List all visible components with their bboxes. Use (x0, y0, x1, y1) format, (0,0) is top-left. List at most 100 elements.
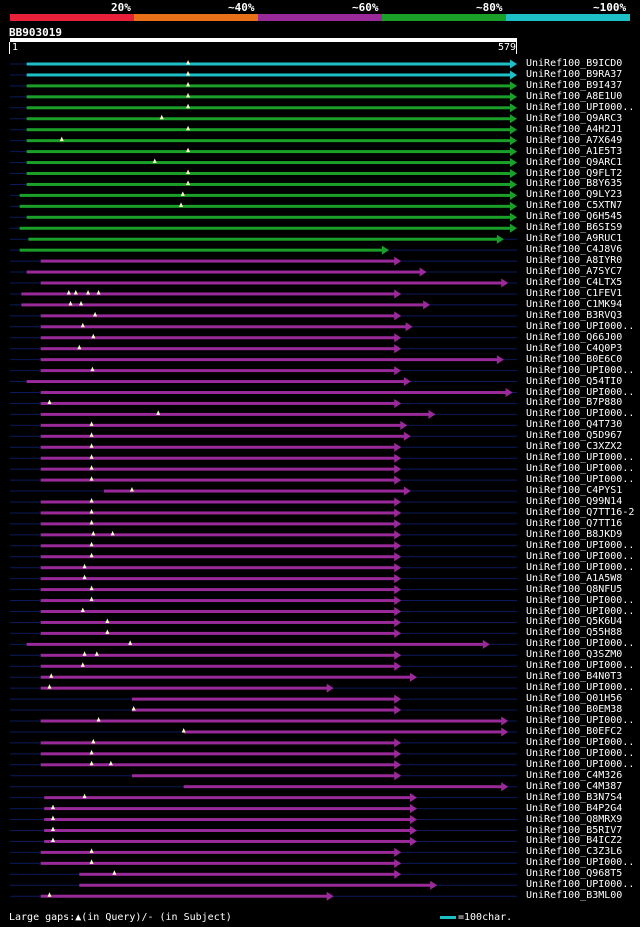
hit-label[interactable]: UniRef100_C4M326 (526, 769, 623, 781)
hit-arrow (394, 847, 402, 857)
hit-label[interactable]: UniRef100_UPI000.. (526, 364, 635, 376)
hit-label[interactable]: UniRef100_B7P880 (526, 397, 623, 409)
hit-label[interactable]: UniRef100_UPI000.. (526, 879, 635, 891)
hit-label[interactable]: UniRef100_UPI000.. (526, 550, 635, 562)
hit-label[interactable]: UniRef100_B4ICZ2 (526, 835, 623, 847)
hit-label[interactable]: UniRef100_Q66J00 (526, 331, 623, 343)
hit-label[interactable]: UniRef100_UPI000.. (526, 660, 635, 672)
hit-label[interactable]: UniRef100_B4N0T3 (526, 671, 623, 683)
hit-label[interactable]: UniRef100_Q99N14 (526, 496, 623, 507)
gap-marker (105, 618, 110, 623)
hit-arrow (403, 431, 411, 441)
hit-label[interactable]: UniRef100_Q8NFU5 (526, 583, 623, 595)
hit-bar (26, 95, 512, 99)
gap-marker (49, 673, 54, 678)
hit-label[interactable]: UniRef100_Q9LY23 (526, 189, 623, 201)
hit-label[interactable]: UniRef100_UPI000.. (526, 747, 635, 759)
hit-label[interactable]: UniRef100_A1A5W8 (526, 572, 623, 584)
hit-label[interactable]: UniRef100_UPI000.. (526, 605, 635, 617)
hit-label[interactable]: UniRef100_UPI000.. (526, 638, 635, 650)
hit-label[interactable]: UniRef100_Q01H56 (526, 693, 623, 705)
hit-label[interactable]: UniRef100_C1MK94 (526, 298, 623, 310)
hit-label[interactable]: UniRef100_UPI000.. (526, 101, 635, 113)
hit-label[interactable]: UniRef100_Q8MRX9 (526, 813, 623, 825)
hit-label[interactable]: UniRef100_B3N7S4 (526, 791, 623, 803)
gap-marker (159, 114, 164, 120)
hit-label[interactable]: UniRef100_C4M387 (526, 780, 623, 792)
hit-label[interactable]: UniRef100_A8E1U0 (526, 90, 623, 102)
hit-label[interactable]: UniRef100_B6SIS9 (526, 222, 623, 234)
hit-label[interactable]: UniRef100_Q4T730 (526, 419, 623, 431)
hit-arrow (423, 300, 431, 310)
hit-row (10, 519, 517, 529)
hit-bar (44, 839, 412, 843)
hit-label[interactable]: UniRef100_A7SYC7 (526, 266, 623, 278)
hit-label[interactable]: UniRef100_Q6H545 (526, 211, 623, 223)
hit-label[interactable]: UniRef100_UPI000.. (526, 463, 635, 475)
hit-row (10, 497, 517, 507)
hit-label[interactable]: UniRef100_C5XTN7 (526, 200, 623, 212)
hit-label[interactable]: UniRef100_B3ML00 (526, 890, 623, 902)
hit-label[interactable]: UniRef100_A7X649 (526, 134, 623, 146)
hit-label[interactable]: UniRef100_C4LTX5 (526, 277, 623, 288)
hit-label[interactable]: UniRef100_B9RA37 (526, 68, 623, 80)
hit-bar (40, 533, 396, 537)
hit-label[interactable]: UniRef100_B8Y635 (526, 178, 623, 190)
hit-label[interactable]: UniRef100_Q9ARC3 (526, 112, 623, 124)
hit-label[interactable]: UniRef100_C4Q0P3 (526, 342, 623, 354)
hit-label[interactable]: UniRef100_Q3SZM0 (526, 649, 623, 661)
hit-label[interactable]: UniRef100_B3RVQ3 (526, 309, 623, 321)
hit-label[interactable]: UniRef100_B0E6C0 (526, 353, 623, 365)
hit-label[interactable]: UniRef100_UPI000.. (526, 474, 635, 486)
hit-label[interactable]: UniRef100_B9I437 (526, 79, 623, 91)
hit-label[interactable]: UniRef100_UPI000.. (526, 594, 635, 606)
hit-row (10, 81, 517, 91)
hit-label[interactable]: UniRef100_UPI000.. (526, 857, 635, 869)
hit-label[interactable]: UniRef100_C4J8V6 (526, 244, 623, 256)
hit-bar (26, 62, 512, 66)
gap-marker (79, 300, 84, 306)
hit-label[interactable]: UniRef100_A9RUC1 (526, 233, 623, 245)
hit-label[interactable]: UniRef100_A4H2J1 (526, 123, 623, 135)
hit-arrow (410, 793, 418, 803)
hit-label[interactable]: UniRef100_Q55H88 (526, 627, 623, 639)
hit-label[interactable]: UniRef100_Q7TT16-2 (526, 506, 635, 518)
hit-label[interactable]: UniRef100_B9ICD0 (526, 58, 623, 69)
gap-marker (186, 103, 191, 109)
hit-label[interactable]: UniRef100_C4PYS1 (526, 485, 623, 497)
hit-label[interactable]: UniRef100_Q5K6U4 (526, 616, 623, 628)
hit-arrow (394, 607, 402, 616)
hit-label[interactable]: UniRef100_UPI000.. (526, 561, 635, 573)
hit-label[interactable]: UniRef100_UPI000.. (526, 539, 635, 551)
hit-label[interactable]: UniRef100_UPI000.. (526, 386, 635, 398)
hit-label[interactable]: UniRef100_Q7TT16 (526, 517, 623, 529)
hit-label[interactable]: UniRef100_B5RIV7 (526, 824, 623, 836)
hit-label[interactable]: UniRef100_Q5D967 (526, 430, 623, 442)
hit-bar (26, 84, 512, 88)
hit-label[interactable]: UniRef100_C1FEV1 (526, 287, 623, 299)
hit-label[interactable]: UniRef100_B8JKD9 (526, 528, 623, 540)
hit-row (10, 158, 517, 168)
hit-label[interactable]: UniRef100_UPI000.. (526, 715, 635, 726)
hit-label[interactable]: UniRef100_C3XZX2 (526, 441, 623, 453)
hit-label[interactable]: UniRef100_C3Z3L6 (526, 846, 623, 858)
hit-label[interactable]: UniRef100_B0EM38 (526, 704, 623, 716)
hit-label[interactable]: UniRef100_Q968T5 (526, 868, 623, 880)
hit-label[interactable]: UniRef100_UPI000.. (526, 682, 635, 694)
hit-label[interactable]: UniRef100_A1E5T3 (526, 145, 623, 157)
hit-bar (40, 675, 412, 679)
hit-label[interactable]: UniRef100_UPI000.. (526, 452, 635, 464)
hit-bar (40, 434, 405, 438)
hit-row (10, 453, 517, 463)
hit-label[interactable]: UniRef100_B0EFC2 (526, 725, 623, 737)
hit-label[interactable]: UniRef100_UPI000.. (526, 758, 635, 770)
hit-label[interactable]: UniRef100_Q54TI0 (526, 375, 623, 387)
hit-label[interactable]: UniRef100_UPI000.. (526, 736, 635, 748)
hit-label[interactable]: UniRef100_UPI000.. (526, 408, 635, 420)
hit-label[interactable]: UniRef100_Q9ARC1 (526, 156, 623, 168)
hit-bar (40, 577, 396, 581)
hit-label[interactable]: UniRef100_B4P2G4 (526, 802, 623, 814)
hit-label[interactable]: UniRef100_A8IYR0 (526, 255, 623, 267)
hit-label[interactable]: UniRef100_UPI000.. (526, 320, 635, 332)
hit-label[interactable]: UniRef100_Q9FLT2 (526, 167, 623, 179)
